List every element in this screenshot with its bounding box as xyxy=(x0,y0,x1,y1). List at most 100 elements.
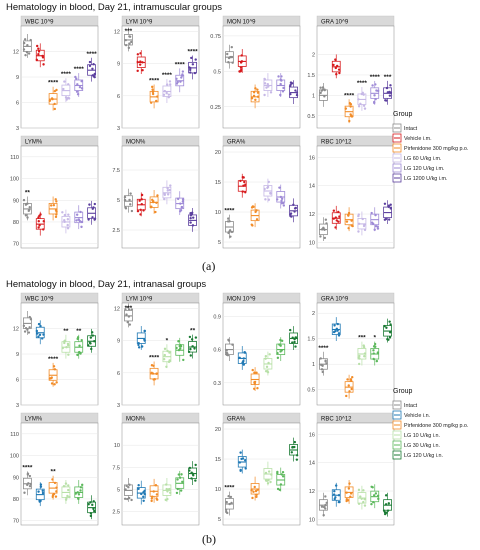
data-point xyxy=(126,320,129,324)
y-tick-label: 6 xyxy=(117,371,120,377)
significance-label: **** xyxy=(74,66,85,73)
data-point xyxy=(77,218,80,221)
box-lg-1200-u-kg-i-m: **** xyxy=(188,48,198,80)
data-point xyxy=(325,501,328,504)
data-point xyxy=(189,68,192,72)
data-point xyxy=(190,477,193,480)
data-point xyxy=(255,218,259,221)
legend-item-pirfenidone-300-mg-kg-p-o: Pirfenidone 300 mg/kg p.o. xyxy=(392,420,468,430)
data-point xyxy=(334,58,337,61)
data-point xyxy=(267,361,270,365)
data-point xyxy=(22,48,26,51)
data-point xyxy=(387,502,391,505)
data-point xyxy=(268,353,271,356)
data-point xyxy=(337,493,341,497)
data-point xyxy=(176,197,180,201)
y-tick-label: 12 xyxy=(114,29,120,35)
data-point xyxy=(264,479,268,482)
data-point xyxy=(137,487,140,491)
data-point xyxy=(227,217,230,220)
plot-area xyxy=(316,145,395,249)
data-point xyxy=(269,191,272,195)
box-intact: **** xyxy=(224,485,235,516)
data-point xyxy=(153,378,157,381)
data-point xyxy=(194,336,198,339)
data-point xyxy=(276,470,279,474)
data-point xyxy=(243,459,247,462)
data-point xyxy=(168,80,172,83)
panel-title: LYM 10^9 xyxy=(126,19,153,25)
data-point xyxy=(376,225,379,228)
y-tick-label: 70 xyxy=(13,242,19,248)
data-point xyxy=(163,192,166,196)
data-point xyxy=(362,500,365,504)
box-vehicle-i-m xyxy=(331,54,341,79)
data-point xyxy=(192,216,195,219)
data-point xyxy=(181,198,185,201)
data-point xyxy=(163,197,166,201)
data-point xyxy=(37,335,40,338)
data-point xyxy=(389,84,392,87)
legend-item-vehicle-i-m: Vehicle i.m. xyxy=(392,133,432,143)
data-point xyxy=(289,83,292,86)
data-point xyxy=(290,82,294,85)
data-point xyxy=(291,341,294,344)
data-point xyxy=(181,200,185,203)
data-point xyxy=(256,387,259,390)
data-point xyxy=(290,451,293,454)
data-point xyxy=(55,88,58,92)
data-point xyxy=(372,349,375,352)
data-point xyxy=(150,371,153,375)
data-point xyxy=(67,488,70,492)
data-point xyxy=(166,187,169,190)
data-point xyxy=(137,342,140,345)
box-lg-10-u-kg-i-n: ** xyxy=(61,328,71,359)
box-vehicle-i-m xyxy=(35,211,45,236)
data-point xyxy=(62,485,66,488)
data-point xyxy=(295,454,299,457)
legend-item-lg-120-u-kg-i-n: LG 120 U/kg i.n. xyxy=(392,450,443,460)
data-point xyxy=(91,216,94,219)
data-point xyxy=(55,381,58,384)
data-point xyxy=(388,320,391,323)
box-lg-120-u-kg-i-n: ** xyxy=(187,328,198,359)
data-point xyxy=(177,473,180,476)
data-point xyxy=(76,336,80,339)
data-point xyxy=(361,217,364,221)
data-point xyxy=(127,315,131,318)
data-point xyxy=(292,203,295,206)
data-point xyxy=(295,91,299,94)
data-point xyxy=(251,205,255,208)
data-point xyxy=(363,228,367,232)
data-point xyxy=(385,326,388,329)
data-point xyxy=(150,495,154,498)
data-point xyxy=(226,353,230,357)
y-tick-label: 0.3 xyxy=(213,381,221,387)
data-point xyxy=(227,61,230,64)
box-pirfenidone-300-mg-kg-p-o: **** xyxy=(48,356,59,387)
significance-label: **** xyxy=(370,74,381,81)
box-lg-120-u-kg-i-n xyxy=(188,461,197,486)
panel-title: MON% xyxy=(126,139,146,145)
data-point xyxy=(289,328,292,332)
data-point xyxy=(320,505,324,508)
data-point xyxy=(151,85,154,89)
data-point xyxy=(150,499,153,503)
data-point xyxy=(332,63,335,67)
data-point xyxy=(251,496,254,500)
y-tick-label: 14 xyxy=(309,461,315,467)
data-point xyxy=(165,487,168,491)
data-point xyxy=(279,82,282,86)
data-point xyxy=(376,494,380,498)
data-point xyxy=(254,98,257,102)
data-point xyxy=(92,509,96,513)
data-point xyxy=(252,490,255,493)
data-point xyxy=(374,345,377,348)
data-point xyxy=(52,204,56,207)
data-point xyxy=(188,469,191,472)
data-point xyxy=(88,60,92,64)
y-tick-label: 3 xyxy=(16,126,19,132)
data-point xyxy=(64,96,68,99)
panel-gra: GRA% 5 10 15 20 **** xyxy=(215,135,301,249)
figure-b-title: Hematology in blood, Day 21, intranasal … xyxy=(6,279,206,290)
